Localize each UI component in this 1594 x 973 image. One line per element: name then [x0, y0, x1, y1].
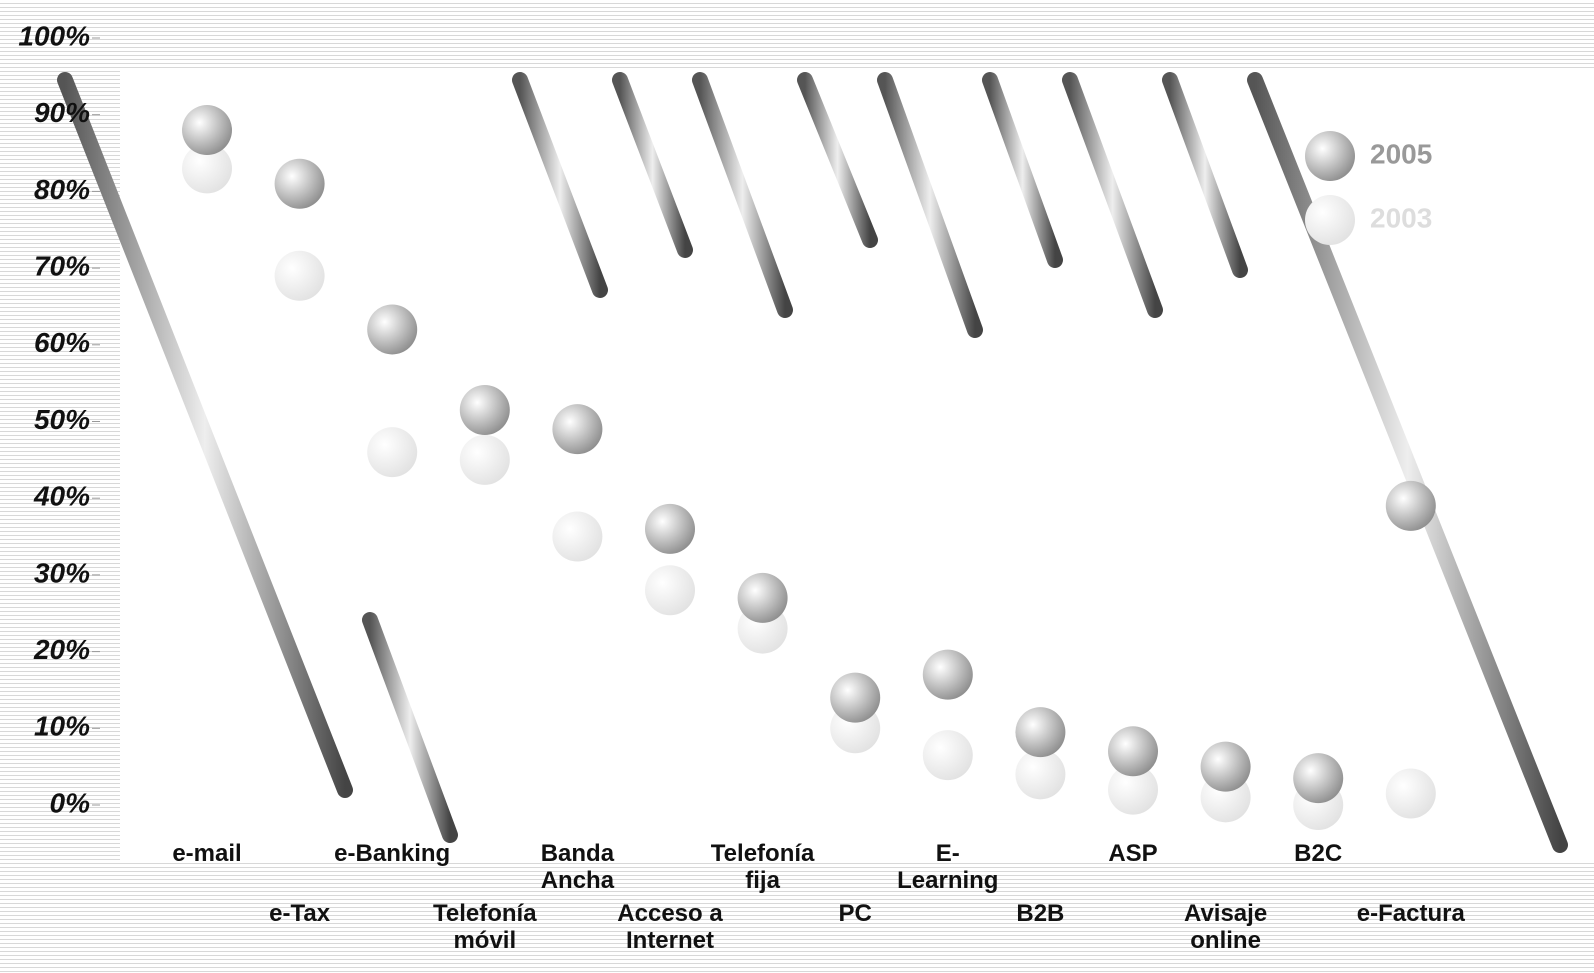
x-tick-label: PC — [838, 900, 872, 927]
x-tick-label: Acceso a Internet — [617, 900, 723, 954]
x-tick-label: e-Tax — [269, 900, 331, 927]
y-tick-label: 50% — [34, 404, 90, 435]
x-tick-label: Telefonía móvil — [433, 900, 537, 954]
dot — [459, 434, 510, 485]
dot — [182, 143, 232, 194]
decoration — [57, 72, 1568, 853]
x-tick-label: e-Banking — [334, 840, 451, 867]
dot — [367, 304, 418, 355]
y-tick-label: 0% — [50, 787, 91, 818]
dot — [1108, 726, 1158, 777]
legend-swatch — [1305, 195, 1355, 245]
legend-label: 2003 — [1370, 202, 1432, 233]
dot — [459, 384, 510, 435]
y-tick-label: 30% — [34, 557, 90, 588]
dot — [1293, 753, 1344, 804]
x-tick-label: e-mail — [172, 840, 242, 867]
x-tick-label: Avisaje online — [1184, 900, 1268, 954]
dot — [274, 250, 325, 301]
dot — [367, 427, 418, 478]
dot — [1200, 741, 1251, 792]
y-tick-label: 40% — [33, 481, 90, 512]
x-tick-label: Telefonía fija — [710, 840, 815, 894]
y-tick-label: 60% — [34, 327, 90, 358]
x-tick-label: ASP — [1108, 840, 1158, 867]
y-tick-label: 10% — [34, 711, 90, 742]
x-tick-label: B2C — [1294, 840, 1343, 867]
dot — [1385, 768, 1436, 819]
x-tick-label: E-Learning — [897, 840, 999, 894]
dot — [645, 565, 695, 616]
dot — [182, 105, 232, 156]
dot — [645, 503, 695, 554]
x-tick-label: Banda Ancha — [540, 840, 615, 894]
dot — [552, 404, 603, 455]
y-tick-label: 20% — [33, 634, 90, 665]
dot — [830, 672, 881, 723]
dot — [1385, 480, 1436, 531]
dot — [1015, 707, 1066, 758]
dot — [552, 511, 603, 562]
y-tick-label: 70% — [34, 250, 90, 281]
legend-swatch — [1305, 131, 1355, 181]
y-tick-label: 100% — [18, 20, 90, 51]
dot — [922, 730, 973, 781]
y-tick-label: 80% — [34, 174, 90, 205]
dot — [737, 572, 788, 623]
y-tick-label: 90% — [34, 97, 90, 128]
dot — [1015, 749, 1066, 800]
dot — [922, 649, 973, 700]
legend-label: 2005 — [1370, 138, 1432, 169]
x-tick-label: B2B — [1016, 900, 1065, 927]
x-tick-label: e-Factura — [1356, 900, 1465, 927]
dot — [1108, 764, 1158, 815]
dot — [274, 158, 325, 209]
